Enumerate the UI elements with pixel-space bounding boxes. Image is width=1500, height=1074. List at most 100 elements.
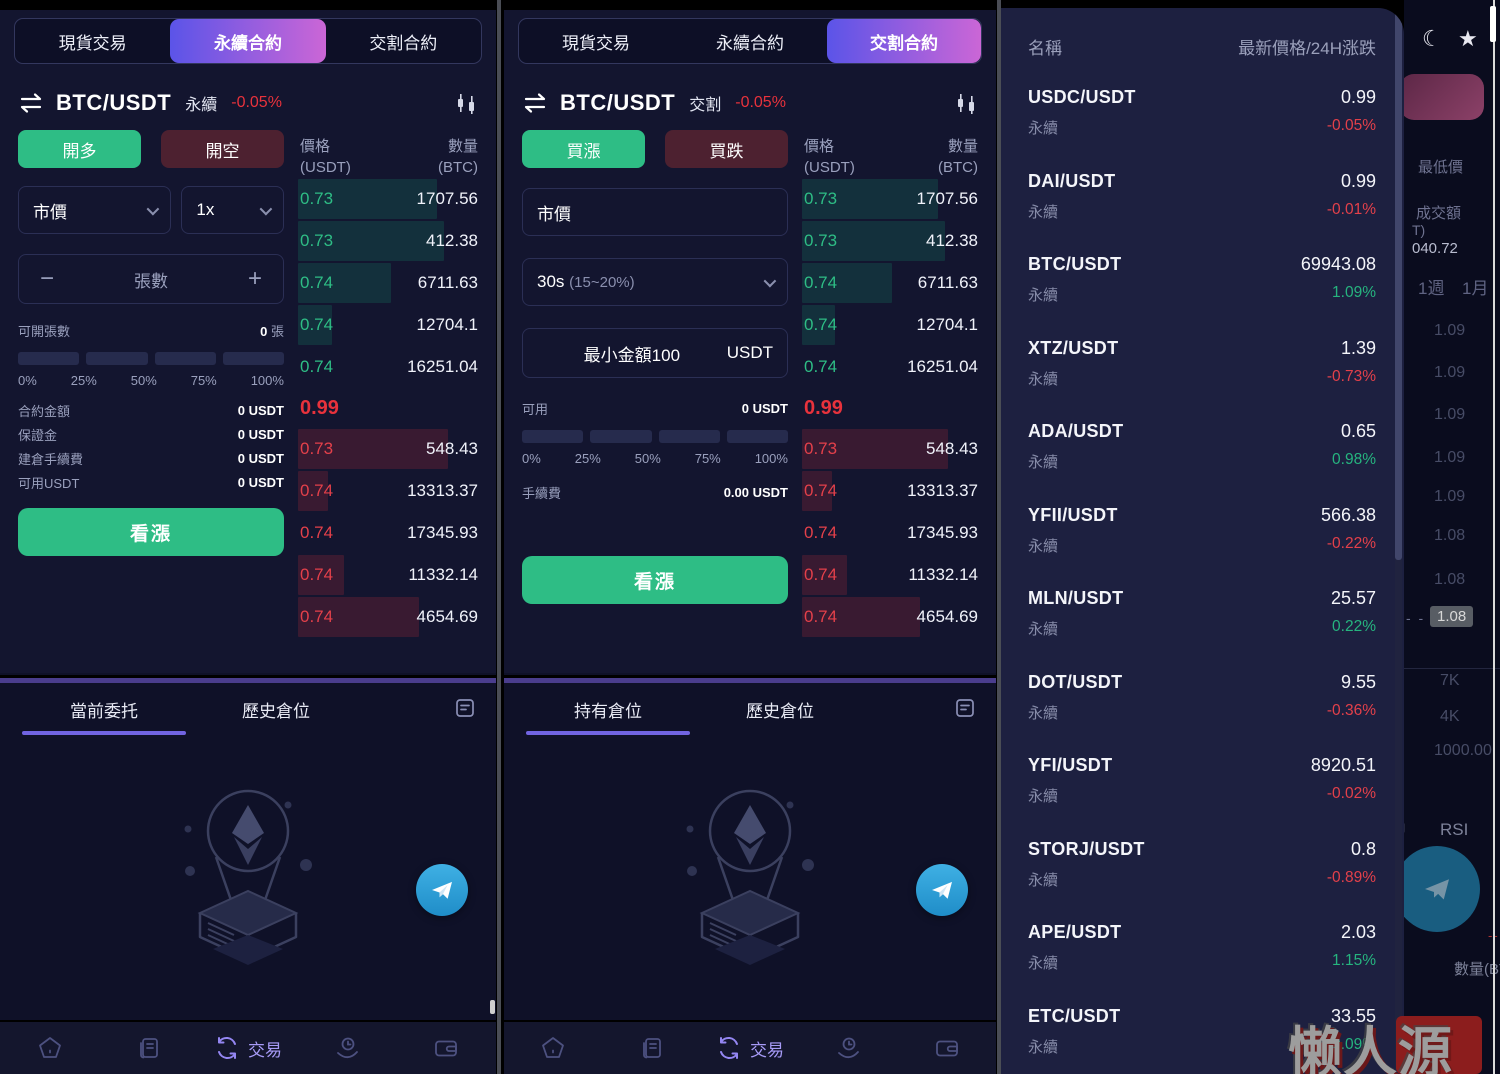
nav-home[interactable] [504,1035,602,1061]
nav-news[interactable] [99,1035,198,1061]
tab-spot[interactable]: 現貨交易 [562,33,630,53]
pct-50[interactable]: 50% [634,451,661,466]
range-1month[interactable]: 1月 [1462,279,1489,298]
pair-symbol[interactable]: BTC/USDT [560,90,676,115]
open-long-button[interactable]: 開多 [18,130,141,168]
pair-symbol[interactable]: BTC/USDT [56,90,172,115]
market-row[interactable]: STORJ/USDT 永續 0.8 -0.89% [1000,833,1404,917]
orderbook-row[interactable]: 0.74 12704.1 [298,304,478,346]
min-amount-input[interactable]: 最小金額100 USDT [522,328,788,378]
nav-service[interactable] [799,1035,897,1061]
tab-perpetual[interactable]: 永續合約 [716,33,784,53]
scrollbar-thumb[interactable] [1395,10,1402,560]
slider-segment[interactable] [522,430,584,443]
nav-trade[interactable]: 交易 [198,1035,297,1061]
tab-history-positions[interactable]: 歷史倉位 [242,701,310,721]
orderbook-row[interactable]: 0.73 1707.56 [802,178,978,220]
pct-75[interactable]: 75% [190,373,217,388]
buy-down-button[interactable]: 買跌 [665,130,788,168]
submit-long-button[interactable]: 看漲 [18,508,284,556]
pct-75[interactable]: 75% [694,451,721,466]
swap-pair-icon[interactable] [522,92,548,114]
pct-0[interactable]: 0% [522,451,541,466]
mid-price[interactable]: 0.99 [300,396,339,419]
order-type-select[interactable]: 市價 [18,186,172,234]
tab-holding-positions[interactable]: 持有倉位 [522,697,694,735]
tab-perpetual[interactable]: 永續合約 [170,19,326,63]
orderbook-row[interactable]: 0.74 16251.04 [804,346,978,388]
order-type-box[interactable]: 市價 [522,188,788,236]
orderbook-row[interactable]: 0.74 11332.14 [802,554,978,596]
orderbook-row[interactable]: 0.73 548.43 [298,428,478,470]
orderbook-row[interactable]: 0.73 412.38 [802,220,978,262]
telegram-button[interactable] [916,864,968,916]
market-row[interactable]: ETC/USDT 永續 33.55 0.09% [1000,1000,1404,1074]
page-scrollbar-thumb[interactable] [1490,6,1496,42]
orderbook-row[interactable]: 0.73 1707.56 [298,178,478,220]
orderbook-row[interactable]: 0.73 548.43 [802,428,978,470]
market-row[interactable]: XTZ/USDT 永續 1.39 -0.73% [1000,332,1404,416]
orderbook-row[interactable]: 0.74 6711.63 [298,262,478,304]
kline-chart-icon[interactable] [454,91,478,115]
orderbook-row[interactable]: 0.74 4654.69 [802,596,978,638]
period-select[interactable]: 30s (15~20%) [522,258,788,306]
nav-news[interactable] [602,1035,700,1061]
orderbook-row[interactable]: 0.73 412.38 [298,220,478,262]
slider-segment[interactable] [18,352,80,365]
tab-delivery[interactable]: 交割合約 [369,33,438,53]
open-short-button[interactable]: 開空 [161,130,284,168]
market-row[interactable]: YFII/USDT 永續 566.38 -0.22% [1000,499,1404,583]
telegram-button-dimmed[interactable] [1404,846,1480,932]
scrollbar-thumb[interactable] [490,1000,495,1014]
tab-history-positions[interactable]: 歷史倉位 [746,701,814,721]
orderbook-row[interactable]: 0.74 13313.37 [802,470,978,512]
market-row[interactable]: YFI/USDT 永續 8920.51 -0.02% [1000,749,1404,833]
orderbook-row[interactable]: 0.74 16251.04 [300,346,478,388]
quantity-placeholder[interactable]: 張數 [134,271,168,291]
mid-price[interactable]: 0.99 [804,396,843,419]
pct-100[interactable]: 100% [754,451,788,466]
tab-spot[interactable]: 現貨交易 [58,33,127,53]
slider-segment[interactable] [590,430,652,443]
theme-moon-icon[interactable]: ☾ [1422,26,1442,51]
market-row[interactable]: ADA/USDT 永續 0.65 0.98% [1000,415,1404,499]
pct-25[interactable]: 25% [574,451,601,466]
market-row[interactable]: MLN/USDT 永續 25.57 0.22% [1000,582,1404,666]
market-row[interactable]: APE/USDT 永續 2.03 1.15% [1000,916,1404,1000]
submit-long-button[interactable]: 看漲 [522,556,788,604]
minus-button[interactable]: − [39,265,54,292]
range-1week[interactable]: 1週 [1418,279,1445,298]
tab-delivery[interactable]: 交割合約 [827,19,981,63]
market-row[interactable]: DAI/USDT 永續 0.99 -0.01% [1000,165,1404,249]
swap-pair-icon[interactable] [18,92,44,114]
plus-button[interactable]: + [247,265,262,292]
tab-current-orders[interactable]: 當前委托 [18,697,190,735]
pct-0[interactable]: 0% [18,373,37,388]
telegram-button[interactable] [416,864,468,916]
orderbook-row[interactable]: 0.74 17345.93 [300,512,478,554]
orderbook-row[interactable]: 0.74 13313.37 [298,470,478,512]
orderbook-row[interactable]: 0.74 17345.93 [804,512,978,554]
sell-gradient-button[interactable] [1404,74,1484,120]
nav-wallet[interactable] [898,1035,996,1061]
nav-home[interactable] [0,1035,99,1061]
indicator-j-label[interactable]: J [1404,820,1406,840]
orderbook-row[interactable]: 0.74 12704.1 [802,304,978,346]
nav-trade[interactable]: 交易 [701,1035,799,1061]
slider-segment[interactable] [726,430,788,443]
order-list-icon[interactable] [954,697,976,719]
orderbook-row[interactable]: 0.74 4654.69 [298,596,478,638]
market-row[interactable]: USDC/USDT 永續 0.99 -0.05% [1000,81,1404,165]
pct-50[interactable]: 50% [130,373,157,388]
leverage-select[interactable]: 1x [181,186,284,234]
indicator-rsi-label[interactable]: RSI [1440,820,1469,839]
market-row[interactable]: BTC/USDT 永續 69943.08 1.09% [1000,248,1404,332]
pct-25[interactable]: 25% [70,373,97,388]
nav-service[interactable] [298,1035,397,1061]
buy-up-button[interactable]: 買漲 [522,130,645,168]
kline-chart-icon[interactable] [954,91,978,115]
pct-100[interactable]: 100% [250,373,284,388]
orderbook-row[interactable]: 0.74 11332.14 [298,554,478,596]
slider-segment[interactable] [154,352,216,365]
order-list-icon[interactable] [454,697,476,719]
